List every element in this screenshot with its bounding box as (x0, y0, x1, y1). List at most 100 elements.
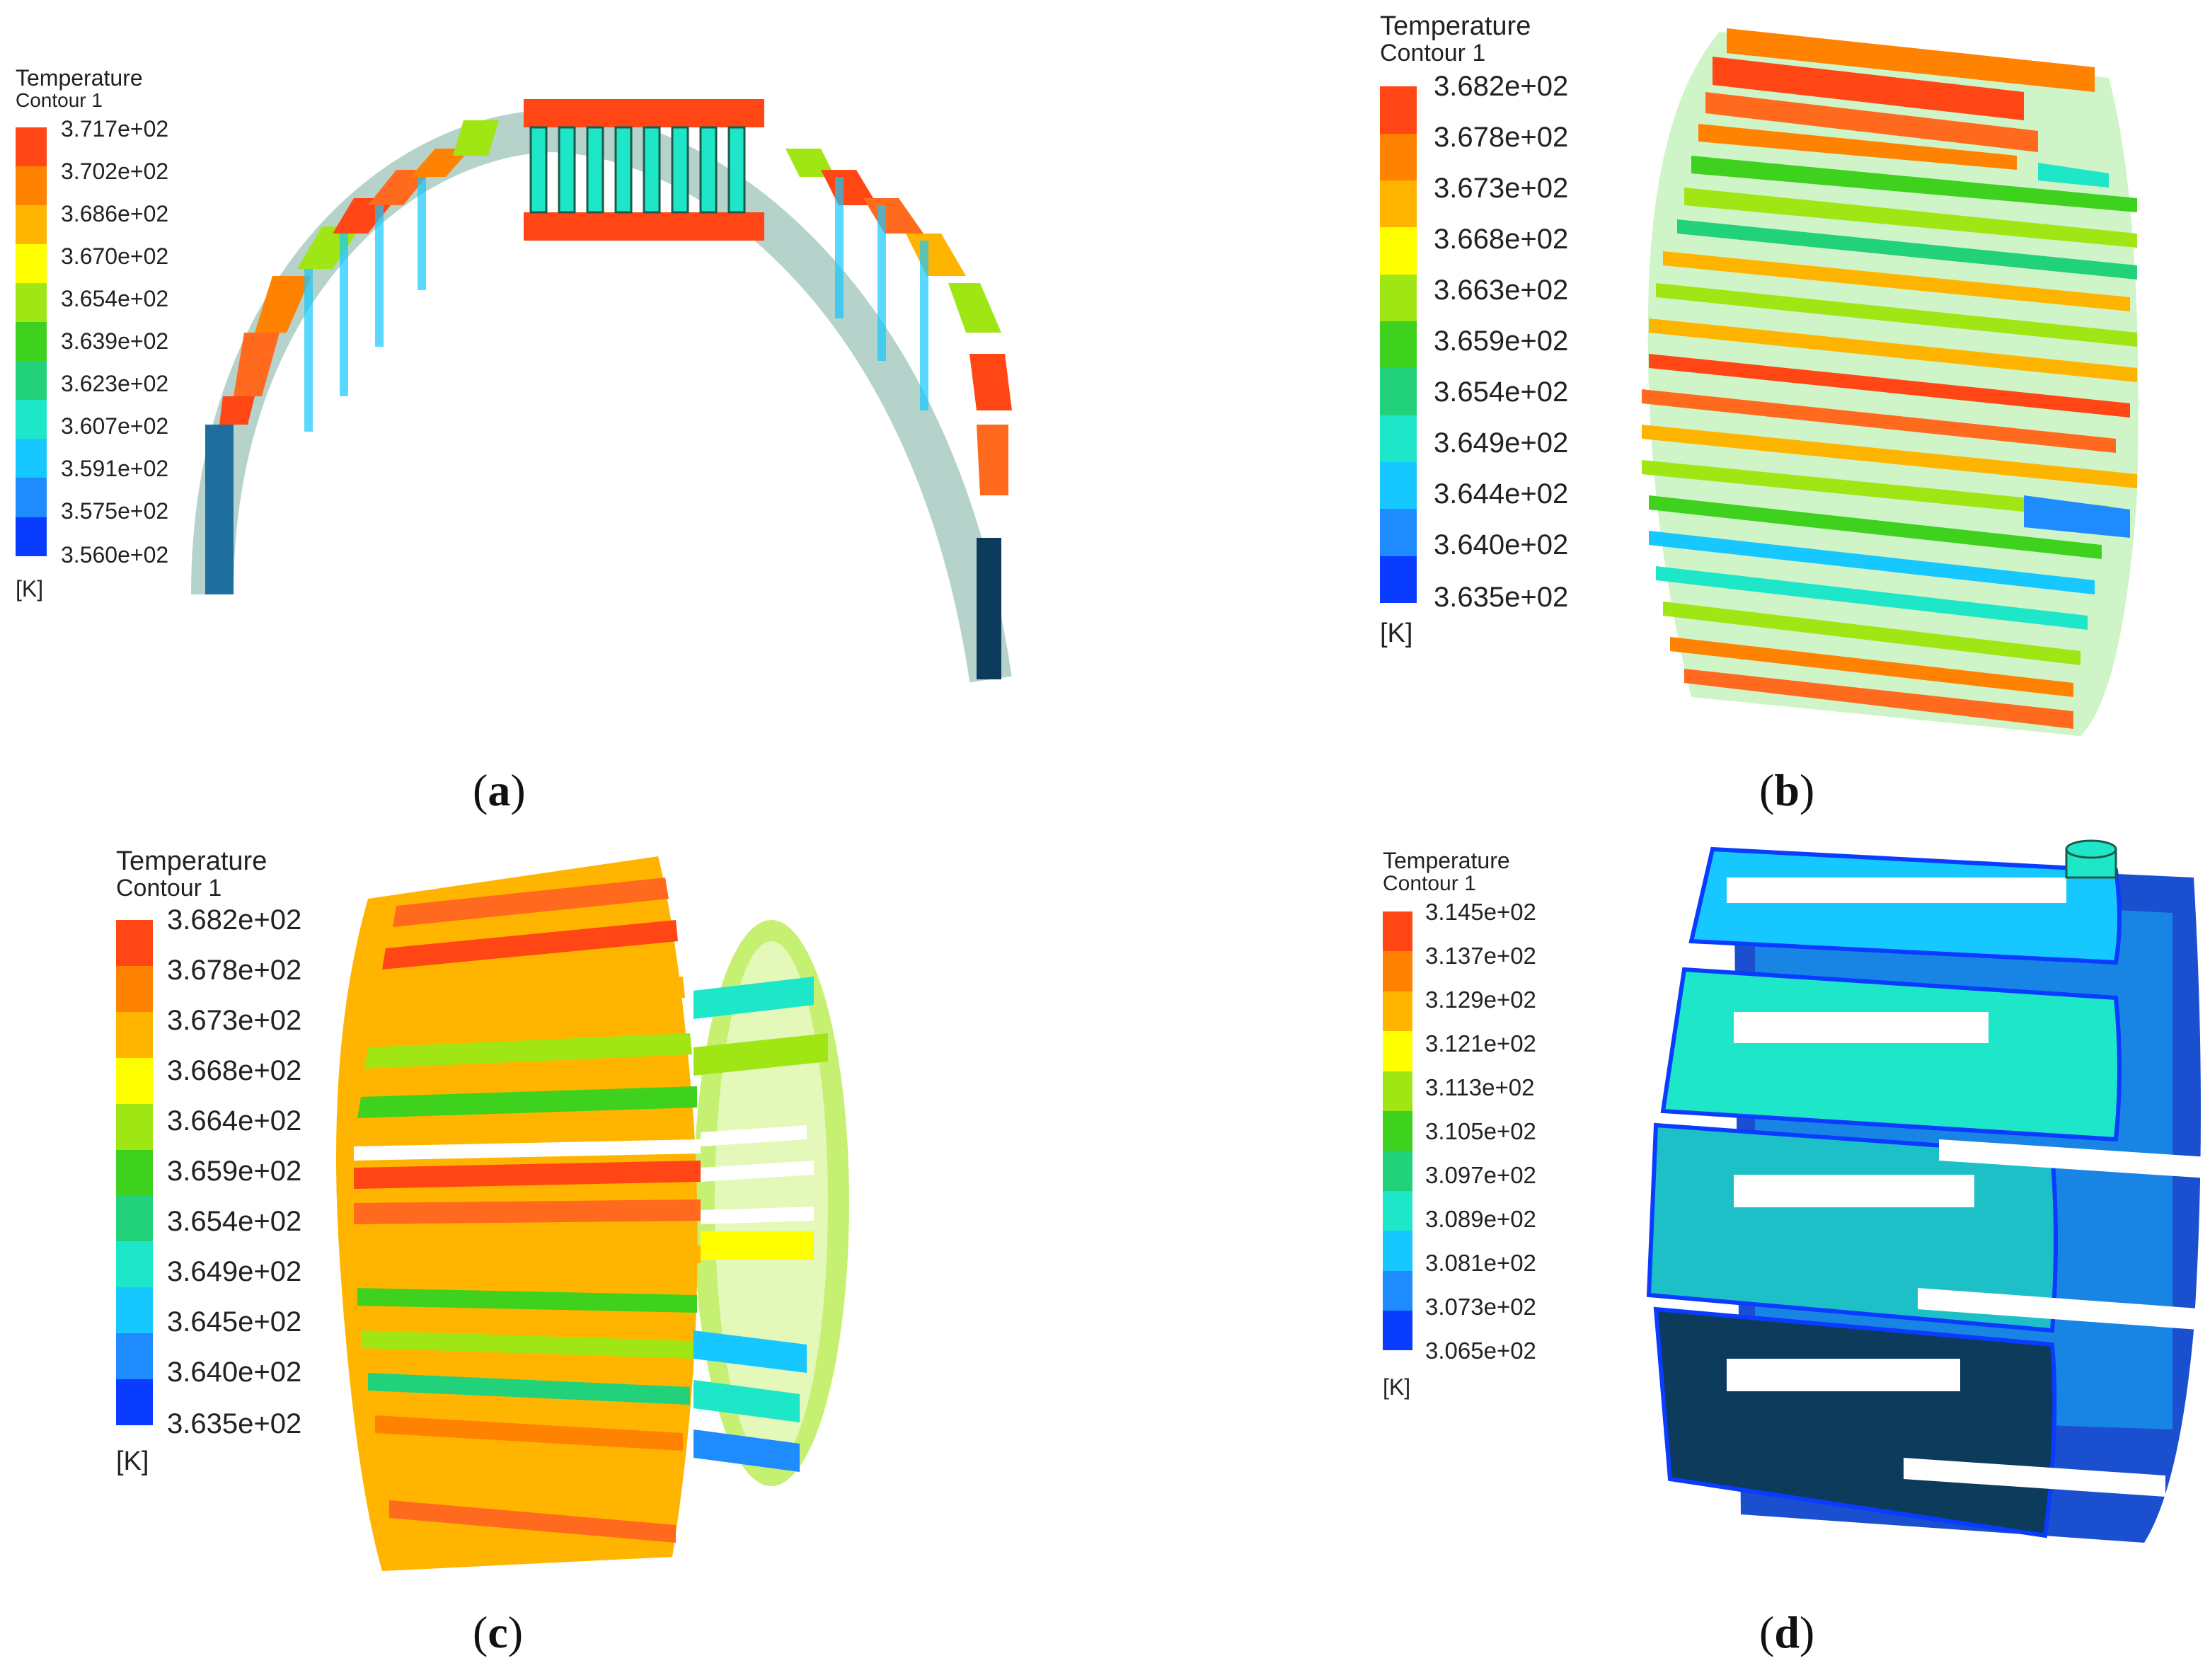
legend-unit: [K] (1380, 619, 1413, 648)
legend-tick-label: 3.113e+02 (1425, 1074, 1535, 1100)
legend-tick-label: 3.644e+02 (1434, 478, 1569, 510)
colorbar-segment (1383, 1271, 1412, 1311)
colorbar-segment (16, 244, 47, 283)
rotor-cylinder-model (336, 856, 849, 1571)
panel-caption: (a) (473, 765, 526, 815)
colorbar-segment (1383, 1111, 1412, 1151)
legend-tick-label: 3.607e+02 (61, 413, 169, 439)
colorbar-segment (116, 920, 153, 966)
legend-tick-label: 3.089e+02 (1425, 1206, 1536, 1232)
colorbar-segment (16, 517, 47, 556)
rotor-cylinder (336, 856, 849, 1571)
colorbar-segment (16, 361, 47, 400)
legend-tick-label: 3.640e+02 (167, 1357, 302, 1388)
colorbar-segment (16, 400, 47, 439)
legend-unit: [K] (116, 1446, 149, 1476)
rotor-bars (1642, 28, 2139, 736)
legend-tick-label: 3.659e+02 (167, 1156, 302, 1187)
colorbar-segment (1383, 951, 1412, 991)
legend-colorbar (116, 920, 153, 1425)
legend-tick-label: 3.682e+02 (167, 904, 302, 936)
colorbar-segment (1380, 321, 1417, 368)
panel-caption: (d) (1759, 1607, 1815, 1657)
colorbar-segment (116, 966, 153, 1012)
legend-tick-label: 3.635e+02 (167, 1408, 302, 1439)
legend-tick-label: 3.640e+02 (1434, 529, 1569, 560)
colorbar-segment (1380, 227, 1417, 275)
colorbar-segment (1380, 415, 1417, 462)
legend-tick-label: 3.137e+02 (1425, 943, 1536, 969)
colorbar-segment (1380, 180, 1417, 227)
caption-letter: d (1774, 1607, 1800, 1657)
colorbar-segment (1383, 1031, 1412, 1071)
colorbar-segment (116, 1150, 153, 1195)
stator-arc-model (191, 99, 1012, 683)
panel-caption: (b) (1759, 765, 1815, 815)
legend-tick-label: 3.081e+02 (1425, 1250, 1536, 1276)
colorbar-segment (1380, 509, 1417, 556)
legend-tick-label: 3.105e+02 (1425, 1118, 1536, 1144)
panel-c: Temperature Contour 1 3.682e+02 3.678e+0… (0, 835, 1104, 1680)
colorbar-segment (1383, 1191, 1412, 1231)
legend-subtitle: Contour 1 (16, 89, 103, 111)
legend-tick-label: 3.659e+02 (1434, 326, 1569, 357)
legend-tick-label: 3.560e+02 (61, 542, 169, 568)
legend-tick-label: 3.121e+02 (1425, 1030, 1536, 1057)
colorbar-segment (1383, 1231, 1412, 1271)
legend-tick-label: 3.654e+02 (167, 1206, 302, 1237)
legend-unit: [K] (1383, 1374, 1411, 1400)
colorbar-segment (1383, 1311, 1412, 1350)
legend-tick-label: 3.663e+02 (1434, 275, 1569, 306)
legend-tick-label: 3.668e+02 (167, 1055, 302, 1086)
legend-tick-label: 3.591e+02 (61, 456, 169, 481)
caption-letter: b (1774, 765, 1800, 815)
legend-title: Temperature (116, 846, 267, 876)
legend-tick-label: 3.129e+02 (1425, 986, 1536, 1013)
colorbar-segment (16, 283, 47, 322)
rotor-slots-model (1642, 28, 2139, 736)
legend-colorbar (1380, 86, 1417, 603)
rotor-cage-model (1646, 839, 2208, 1543)
colorbar-segment (16, 439, 47, 478)
legend-tick-label: 3.717e+02 (61, 116, 169, 142)
legend-subtitle: Contour 1 (116, 875, 222, 902)
colorbar-segment (116, 1195, 153, 1241)
colorbar-segment (1380, 556, 1417, 603)
colorbar-segment (16, 127, 47, 166)
cage-structure (1646, 839, 2208, 1543)
legend-tick-label: 3.635e+02 (1434, 582, 1569, 613)
stator-teeth-arc (191, 99, 1012, 683)
legend-tick-label: 3.673e+02 (167, 1005, 302, 1036)
panel-a: Temperature Contour 1 3.717e+02 3.702e+0… (0, 0, 1104, 835)
colorbar-segment (16, 205, 47, 244)
caption-letter: a (488, 765, 511, 815)
colorbar-segment (16, 166, 47, 205)
legend-tick-label: 3.649e+02 (1434, 427, 1569, 459)
legend-tick-label: 3.623e+02 (61, 371, 169, 396)
colorbar-segment (1383, 991, 1412, 1031)
panel-d: Temperature Contour 1 3.145e+02 3.137e+0… (1104, 835, 2210, 1680)
colorbar-segment (116, 1287, 153, 1333)
legend-tick-label: 3.678e+02 (1434, 122, 1569, 153)
colorbar-segment (1383, 1151, 1412, 1191)
colorbar-segment (1380, 368, 1417, 415)
colorbar-segment (1383, 911, 1412, 951)
legend-title: Temperature (1380, 11, 1531, 41)
legend-tick-label: 3.145e+02 (1425, 899, 1536, 925)
legend-title: Temperature (16, 65, 143, 91)
colorbar-segment (116, 1333, 153, 1379)
legend-subtitle: Contour 1 (1383, 872, 1476, 895)
legend-colorbar (16, 127, 47, 556)
legend-tick-label: 3.073e+02 (1425, 1294, 1536, 1320)
legend-subtitle: Contour 1 (1380, 40, 1486, 67)
legend-tick-label: 3.654e+02 (1434, 376, 1569, 408)
legend-tick-label: 3.649e+02 (167, 1256, 302, 1287)
legend-tick-label: 3.702e+02 (61, 159, 169, 184)
legend-tick-label: 3.682e+02 (1434, 71, 1569, 102)
colorbar-segment (116, 1379, 153, 1425)
legend-title: Temperature (1383, 848, 1510, 873)
legend-tick-label: 3.097e+02 (1425, 1162, 1536, 1188)
legend-tick-label: 3.673e+02 (1434, 173, 1569, 204)
colorbar-segment (16, 322, 47, 361)
legend-tick-label: 3.654e+02 (61, 286, 169, 311)
